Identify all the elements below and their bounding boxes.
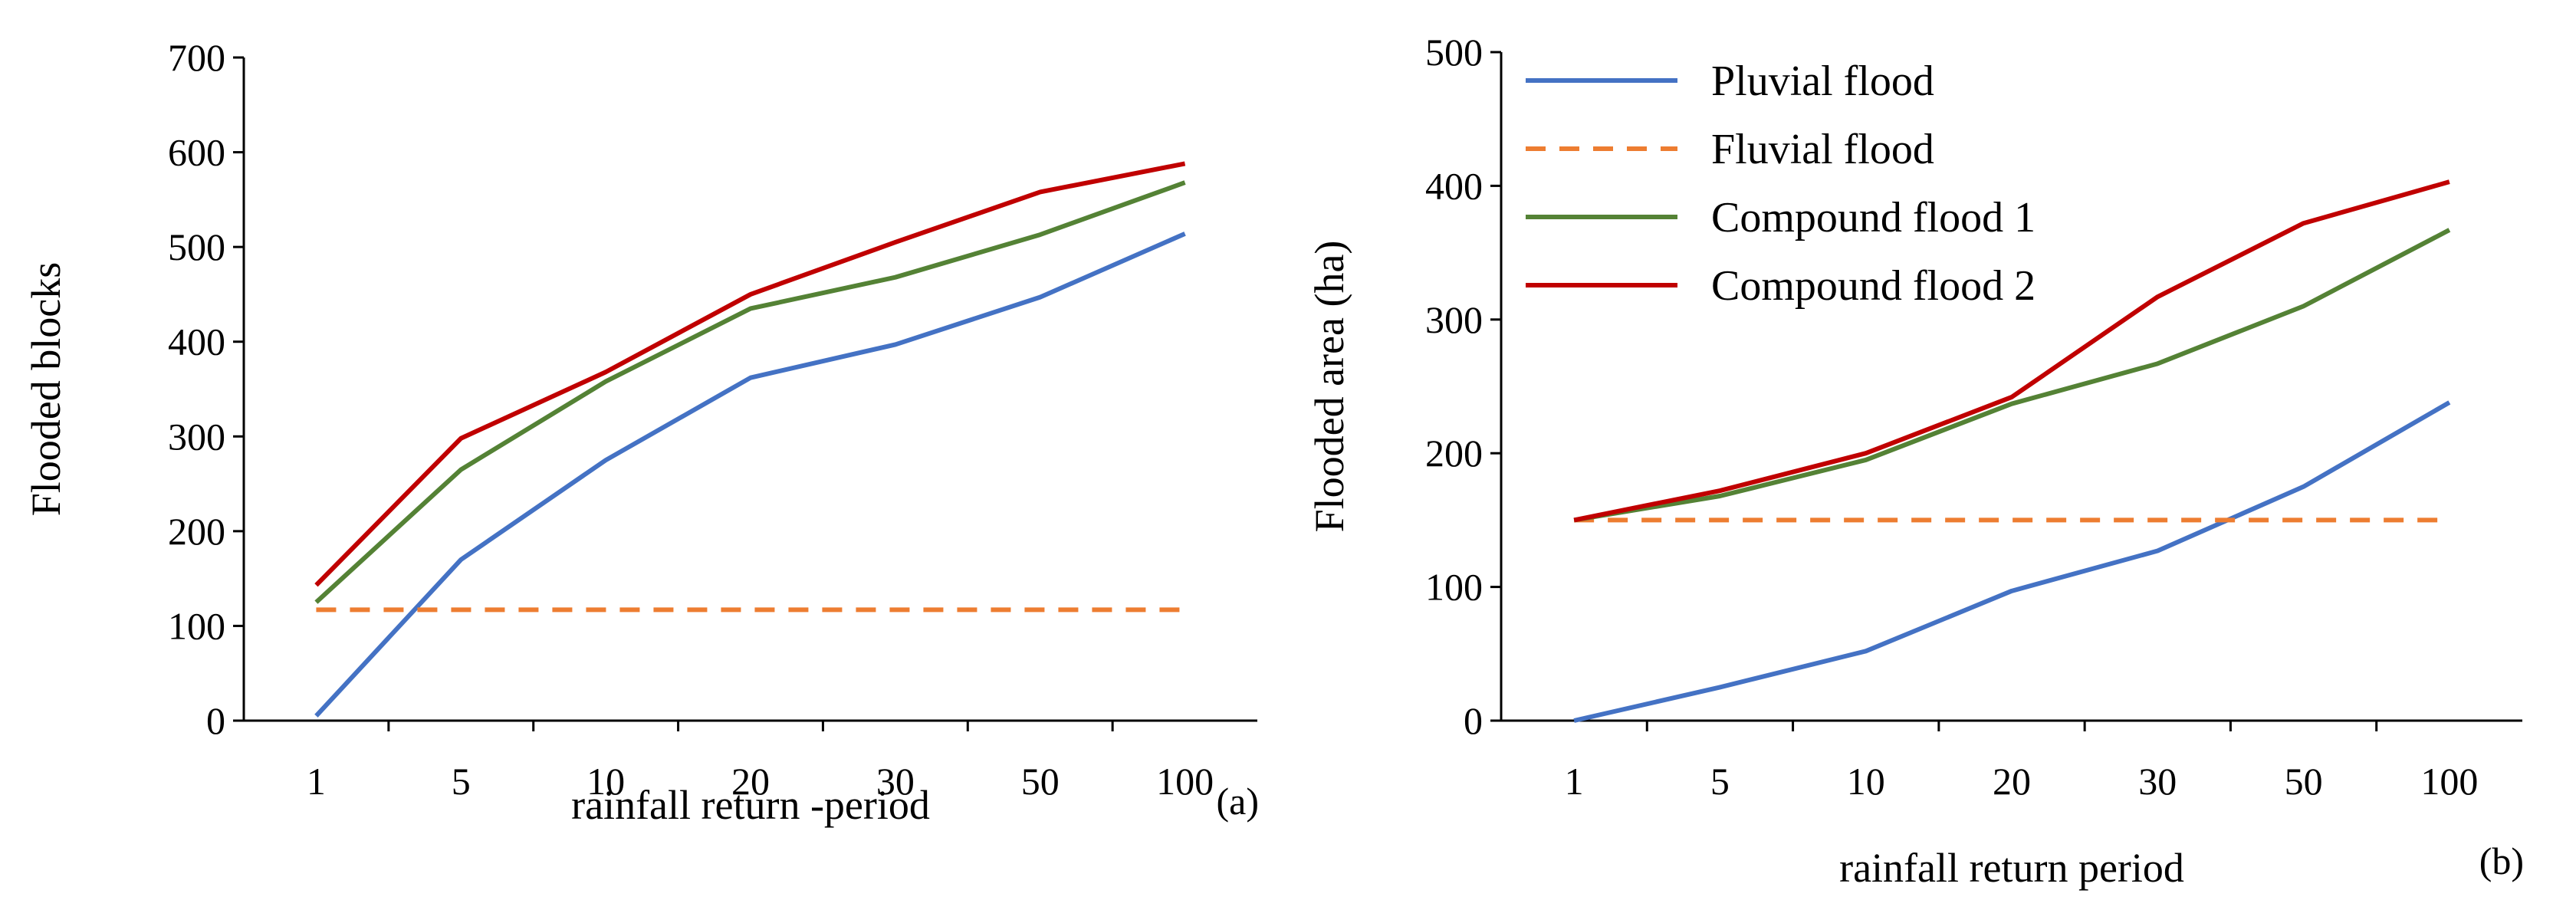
x-tick-label: 5 <box>452 760 471 803</box>
series-compound-flood-1 <box>1573 228 2451 523</box>
y-tick-label: 600 <box>168 131 225 174</box>
x-tick-label: 10 <box>586 760 625 803</box>
x-tick-label: 20 <box>731 760 770 803</box>
panel-a: 0 100 200 300 400 500 600 700 1 5 10 20 30 50 100 rainf… <box>23 36 1259 828</box>
x-tick-label: 1 <box>1565 760 1584 803</box>
y-tick-label: 300 <box>168 415 225 458</box>
y-tick-label: 500 <box>1425 31 1483 74</box>
x-tick-label: 30 <box>876 760 915 803</box>
x-tick-label: 100 <box>1156 760 1214 803</box>
series-compound-flood-2 <box>1573 179 2450 523</box>
x-tick-label: 5 <box>1710 760 1730 803</box>
y-tick-label: 200 <box>168 510 225 553</box>
x-axis-title: rainfall return period <box>1839 845 2184 891</box>
legend: Pluvial flood Fluvial flood Compound flood… <box>1526 57 2036 310</box>
panel-label: (b) <box>2479 839 2524 882</box>
x-tick-label: 30 <box>2138 760 2177 803</box>
y-tick-label: 100 <box>1425 566 1483 609</box>
y-tick-label: 100 <box>168 604 225 647</box>
x-axis-title: rainfall return -period <box>571 782 930 828</box>
legend-label-compound-flood-1: Compound flood 1 <box>1711 194 2036 241</box>
y-tick-label: 500 <box>168 225 225 268</box>
y-tick-label: 200 <box>1425 432 1483 475</box>
y-tick-label: 0 <box>1464 699 1483 742</box>
legend-label-pluvial-flood: Pluvial flood <box>1711 57 1934 105</box>
legend-label-compound-flood-2: Compound flood 2 <box>1711 262 2036 310</box>
x-tick-label: 20 <box>1993 760 2031 803</box>
x-tick-label: 10 <box>1847 760 1885 803</box>
y-tick-label: 0 <box>206 699 225 742</box>
y-axis-title: Flooded blocks <box>23 262 69 517</box>
series-pluvial-flood <box>1573 400 2451 723</box>
series-line-compound-flood-2 <box>314 161 1186 587</box>
legend-label-fluvial-flood: Fluvial flood <box>1711 126 1934 173</box>
y-axis-title: Flooded area (ha) <box>1306 241 1352 533</box>
x-tick-label: 50 <box>2285 760 2323 803</box>
panel-label: (a) <box>1217 780 1260 823</box>
x-tick-label: 1 <box>307 760 326 803</box>
series-compound-flood-2 <box>314 161 1186 587</box>
y-tick-label: 700 <box>168 36 225 79</box>
panel-b: 0 100 200 300 400 500 1 5 10 20 30 50 100 rainfall re… <box>1306 31 2524 891</box>
x-tick-label: 50 <box>1021 760 1060 803</box>
series-pluvial-flood <box>314 232 1186 718</box>
series-line-pluvial-flood <box>314 232 1186 718</box>
series-line-compound-flood-1 <box>314 180 1186 604</box>
y-tick-label: 300 <box>1425 298 1483 341</box>
x-tick-label: 100 <box>2420 760 2478 803</box>
y-tick-label: 400 <box>168 320 225 363</box>
series-compound-flood-1 <box>314 180 1186 604</box>
series-line-pluvial-flood <box>1573 400 2451 723</box>
y-tick-label: 400 <box>1425 164 1483 207</box>
